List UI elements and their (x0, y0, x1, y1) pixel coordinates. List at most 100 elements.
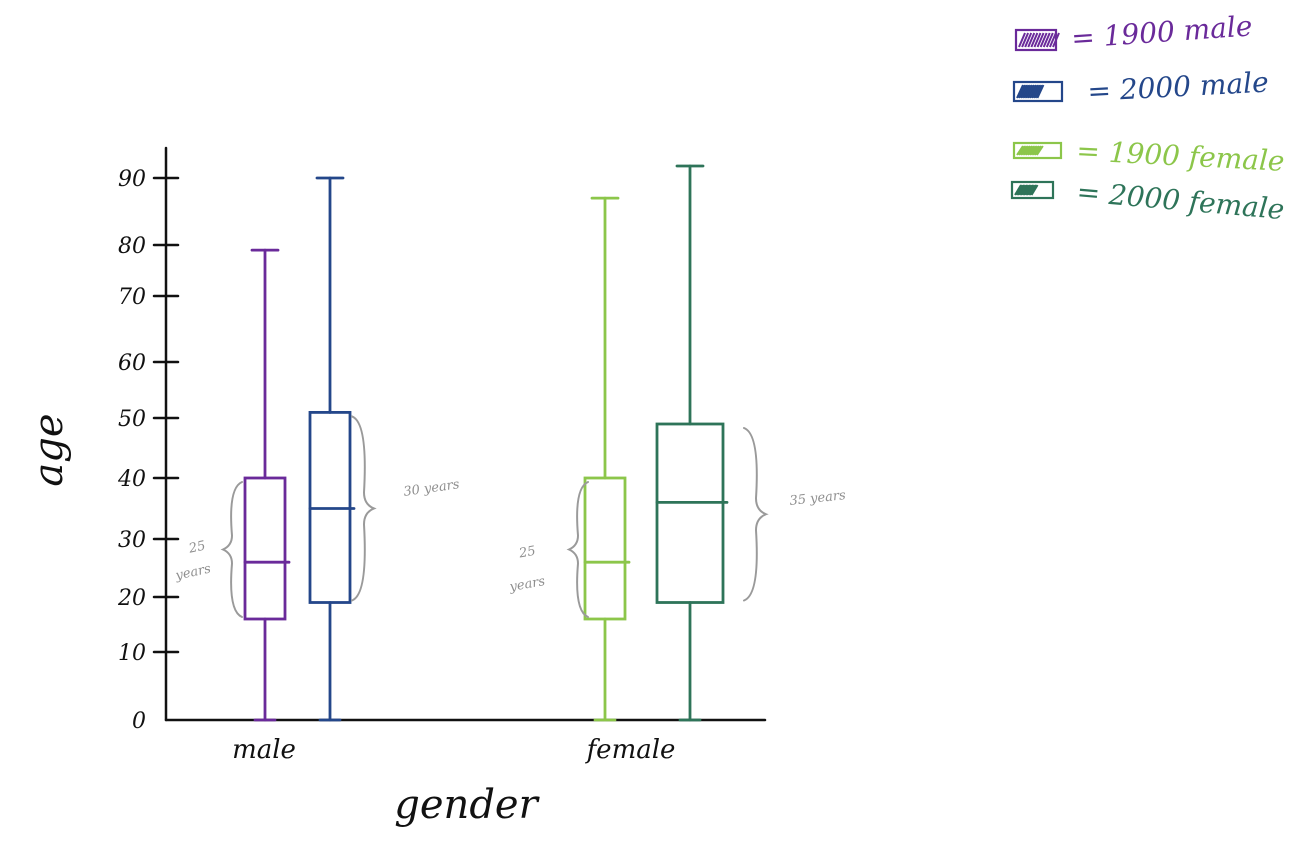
swatch-hatch (1033, 32, 1042, 48)
box-2000-female (655, 164, 729, 722)
swatch-hatch (1019, 84, 1028, 99)
swatch-hatch (1026, 145, 1035, 156)
swatch-outline (1012, 141, 1063, 160)
swatch-hatch (1024, 32, 1033, 48)
swatch-hatch (1018, 32, 1026, 48)
legend-item-2000-female: = 2000 female (1010, 175, 1286, 226)
legend-item-1900-male: = 1900 male (1014, 9, 1253, 55)
swatch-hatch (1032, 84, 1041, 99)
swatch-hatch (1045, 32, 1054, 48)
swatch-hatch (1021, 145, 1030, 156)
box-iqr (583, 476, 627, 621)
x-tick-label-female: female (585, 735, 676, 765)
swatch-hatch (1027, 184, 1036, 196)
legend-swatch (1010, 180, 1055, 200)
y-tick-label: 90 (118, 167, 146, 192)
legend-label: = 1900 male (1070, 9, 1253, 55)
swatch-hatch (1017, 84, 1026, 99)
swatch-outline (1012, 80, 1064, 103)
y-ticks: 0 10 20 30 40 50 60 70 80 90 (117, 167, 180, 734)
y-tick-label: 20 (117, 586, 146, 611)
y-tick-label: 10 (118, 641, 146, 666)
annotation-text: years (508, 574, 547, 595)
y-tick-label: 0 (132, 709, 146, 734)
swatch-hatch (1021, 184, 1030, 196)
brace (351, 415, 377, 602)
swatch-hatch (1019, 145, 1028, 156)
swatch-hatch (1023, 84, 1032, 99)
box-2000-male (308, 176, 356, 722)
y-tick-label: 50 (118, 407, 146, 432)
swatch-hatch (1027, 84, 1036, 99)
legend-swatch (1012, 141, 1063, 160)
annotation-text: 35 years (789, 488, 847, 509)
y-tick-label: 30 (118, 528, 146, 553)
y-axis-label: age (26, 413, 72, 486)
swatch-hatch (1015, 184, 1024, 196)
swatch-hatch (1034, 145, 1042, 156)
box-plots (243, 164, 729, 722)
swatch-hatch (1020, 184, 1028, 196)
brace (566, 481, 589, 618)
swatch-hatch (1032, 145, 1041, 156)
annotation-text: 25 (187, 539, 207, 557)
swatch-hatch (1018, 184, 1027, 196)
swatch-hatch (1028, 145, 1037, 156)
axes (164, 146, 767, 722)
brace (743, 427, 769, 602)
swatch-hatch (1030, 184, 1039, 196)
box-1900-male (243, 248, 291, 722)
legend-item-1900-female: = 1900 female (1012, 134, 1286, 178)
legend-label: = 2000 male (1087, 66, 1270, 108)
brace (220, 481, 243, 618)
annotation-text: years (173, 561, 212, 583)
swatch-hatch (1021, 32, 1030, 48)
swatch-outline (1010, 180, 1055, 200)
legend-item-2000-male: = 2000 male (1012, 66, 1270, 108)
y-tick-label: 60 (118, 351, 146, 376)
swatch-hatch (1048, 32, 1057, 48)
swatch-hatch (1014, 184, 1022, 196)
swatch-hatch (1030, 84, 1039, 99)
swatch-hatch (1036, 145, 1044, 156)
swatch-hatch (1042, 32, 1051, 48)
y-tick-label: 80 (118, 234, 146, 259)
legend-label: = 2000 female (1075, 175, 1285, 226)
swatch-hatch (1023, 184, 1031, 196)
annotations: 25 years 30 years 25 years 35 years (173, 415, 847, 618)
swatch-hatch (1030, 145, 1039, 156)
swatch-hatch (1017, 184, 1025, 196)
swatch-hatch (1025, 145, 1033, 156)
swatch-hatch (1017, 145, 1026, 156)
legend-swatch (1012, 80, 1064, 103)
swatch-hatch (1036, 32, 1045, 48)
annotation-text: 30 years (403, 477, 461, 500)
swatch-hatch (1027, 32, 1036, 48)
swatch-hatch (1036, 84, 1045, 99)
annotation-text: 25 (517, 544, 537, 562)
swatch-hatch (1023, 145, 1032, 156)
y-tick-label: 70 (118, 285, 146, 310)
y-tick-label: 40 (117, 467, 146, 492)
swatch-hatch (1039, 32, 1048, 48)
legend: = 1900 male = 2000 male = 1900 female= 200… (1010, 9, 1286, 226)
swatch-hatch (1052, 32, 1060, 48)
legend-swatch (1014, 28, 1060, 52)
x-tick-labels: male female (232, 735, 675, 765)
swatch-hatch (1024, 184, 1033, 196)
box-iqr (655, 422, 725, 604)
box-iqr (243, 476, 287, 621)
swatch-hatch (1025, 84, 1034, 99)
swatch-hatch (1034, 84, 1043, 99)
swatch-hatch (1030, 32, 1039, 48)
swatch-hatch (1016, 84, 1024, 99)
legend-label: = 1900 female (1076, 134, 1286, 178)
x-tick-label-male: male (232, 735, 296, 765)
swatch-hatch (1016, 145, 1024, 156)
x-axis-label: gender (394, 782, 540, 828)
swatch-hatch (1026, 184, 1034, 196)
swatch-hatch (1021, 84, 1030, 99)
swatch-hatch (1029, 84, 1037, 99)
box-1900-female (583, 196, 631, 722)
